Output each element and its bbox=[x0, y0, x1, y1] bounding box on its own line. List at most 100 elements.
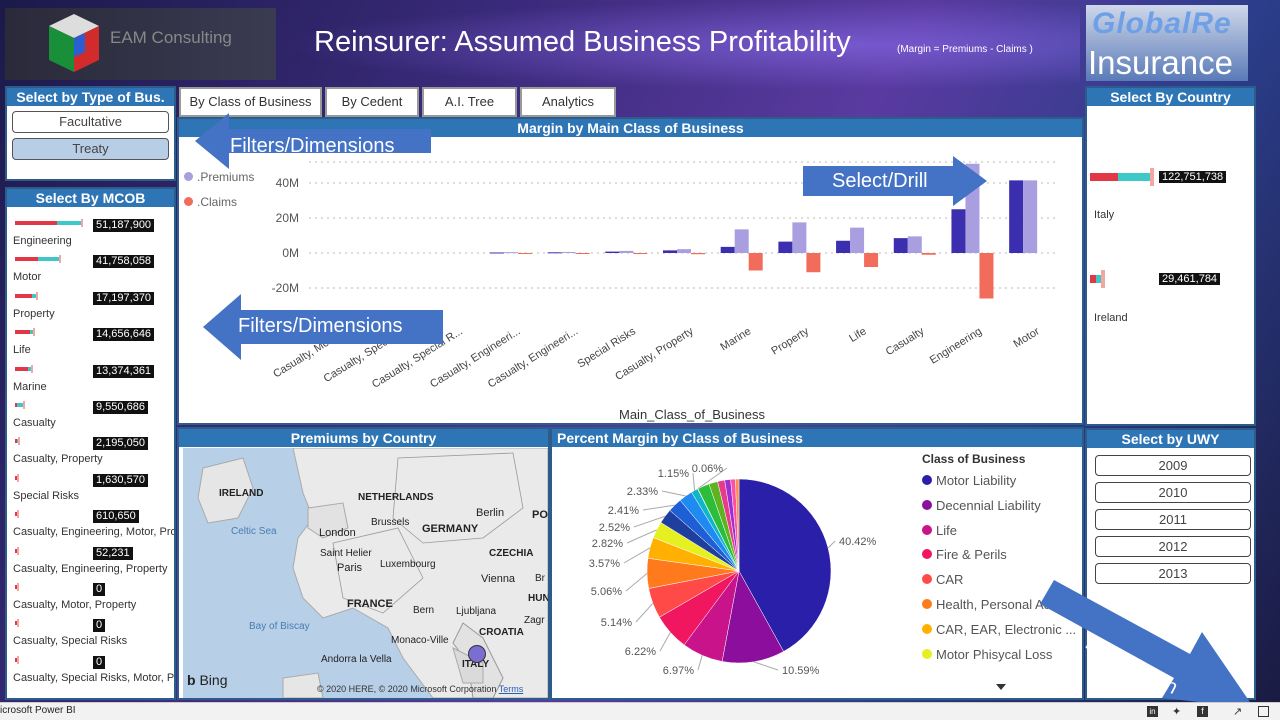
mcob-bar-teal bbox=[28, 366, 31, 371]
filters-callout-bottom-label: Filters/Dimensions bbox=[238, 315, 403, 337]
map-area[interactable]: IRELAND NETHERLANDS Berlin PO Celtic Sea Lond… bbox=[183, 448, 548, 698]
mcob-item[interactable]: 51,187,900 Engineering bbox=[7, 219, 174, 253]
pie-legend-item[interactable]: Fire & Perils bbox=[922, 547, 1007, 562]
bar-premiums[interactable] bbox=[850, 227, 865, 253]
bar-claims[interactable] bbox=[691, 253, 705, 255]
mcob-item[interactable]: 17,197,370 Property bbox=[7, 291, 174, 326]
bar-claims[interactable] bbox=[517, 253, 532, 254]
bar-claims[interactable] bbox=[921, 253, 936, 255]
bar-margin[interactable] bbox=[1009, 180, 1024, 253]
pie-legend-item[interactable]: Decennial Liability bbox=[922, 498, 1041, 513]
uwy-2010[interactable]: 2010 bbox=[1095, 482, 1251, 503]
mcob-list: 51,187,900 Engineering 41,758,058 Motor 17,1… bbox=[7, 219, 176, 698]
x-tick-label: Motor bbox=[1012, 325, 1042, 350]
bar-margin[interactable] bbox=[893, 238, 908, 253]
uwy-2009[interactable]: 2009 bbox=[1095, 455, 1251, 476]
bar-premiums[interactable] bbox=[677, 249, 691, 253]
bar-claims[interactable] bbox=[806, 253, 821, 273]
map-labels: IRELAND NETHERLANDS Berlin PO Celtic Sea Lond… bbox=[183, 448, 548, 698]
twitter-icon[interactable]: ✦ bbox=[1172, 706, 1182, 718]
pie-slice[interactable] bbox=[738, 478, 832, 652]
filters-callout-top-label: Filters/Dimensions bbox=[230, 135, 395, 157]
bar-premiums[interactable] bbox=[734, 229, 749, 253]
share-icon[interactable]: ↗ bbox=[1233, 706, 1243, 718]
pie-legend-item[interactable]: Motor Liability bbox=[922, 473, 1016, 488]
mcob-bar-red bbox=[15, 657, 17, 662]
mcob-item[interactable]: 2,195,050 Casualty, Property bbox=[7, 437, 174, 471]
map-terms-link[interactable]: Terms bbox=[498, 684, 524, 694]
pie-leader-line bbox=[625, 573, 648, 592]
bar-margin[interactable] bbox=[951, 209, 966, 253]
mcob-bar-red bbox=[15, 548, 17, 553]
mcob-item[interactable]: 0 Casualty, Special Risks bbox=[7, 619, 174, 653]
mcob-bar-teal bbox=[17, 403, 23, 407]
pie-legend-item[interactable]: Motor Phisycal Loss bbox=[922, 647, 1052, 662]
treaty-option[interactable]: Treaty bbox=[12, 138, 169, 160]
facultative-option[interactable]: Facultative bbox=[12, 111, 169, 133]
mcob-item[interactable]: 610,650 Casualty, Engineering, Motor, Pro bbox=[7, 510, 174, 544]
pie-legend-item[interactable]: CAR, EAR, Electronic ... bbox=[922, 622, 1076, 637]
y-tick-label: 0M bbox=[282, 246, 299, 260]
map-place-label: ITALY bbox=[462, 659, 490, 670]
tab-analytics[interactable]: Analytics bbox=[520, 87, 616, 117]
bar-margin[interactable] bbox=[547, 252, 562, 254]
mcob-item[interactable]: 14,656,646 Life bbox=[7, 328, 174, 362]
uwy-slicer-panel: Select by UWY 2009 2010 2011 2012 2013 bbox=[1085, 428, 1256, 700]
pie-legend-scroll-down[interactable] bbox=[996, 684, 1006, 690]
legend-claims[interactable]: .Claims bbox=[184, 195, 237, 209]
country-item-italy[interactable]: 122,751,738 Italy bbox=[1090, 168, 1250, 228]
bar-premiums[interactable] bbox=[907, 236, 922, 253]
bar-margin[interactable] bbox=[489, 252, 504, 254]
mcob-item[interactable]: 9,550,686 Casualty bbox=[7, 401, 174, 435]
fullscreen-icon[interactable] bbox=[1258, 706, 1269, 717]
bar-claims[interactable] bbox=[633, 253, 648, 254]
pie-slice[interactable] bbox=[735, 478, 740, 572]
mcob-item[interactable]: 0 Casualty, Motor, Property bbox=[7, 583, 174, 617]
country-item-ireland[interactable]: 29,461,784 Ireland bbox=[1090, 270, 1250, 330]
bar-premiums[interactable] bbox=[1023, 180, 1038, 253]
pie-legend-item[interactable]: Health, Personal Ac... bbox=[922, 597, 1061, 612]
mcob-label: Casualty, Special Risks, Motor, Pro bbox=[13, 671, 176, 684]
bar-claims[interactable] bbox=[979, 253, 994, 299]
uwy-2013[interactable]: 2013 bbox=[1095, 563, 1251, 584]
facebook-icon[interactable]: f bbox=[1197, 706, 1208, 717]
bar-margin[interactable] bbox=[663, 250, 677, 253]
uwy-2012[interactable]: 2012 bbox=[1095, 536, 1251, 557]
filters-callout-bottom bbox=[203, 294, 443, 360]
linkedin-icon[interactable]: in bbox=[1147, 706, 1158, 717]
mcob-bar-teal bbox=[32, 293, 36, 298]
legend-premiums[interactable]: .Premiums bbox=[184, 170, 254, 184]
mcob-item[interactable]: 13,374,361 Marine bbox=[7, 364, 174, 399]
bar-premiums[interactable] bbox=[503, 252, 518, 254]
pie-legend-item[interactable]: Life bbox=[922, 523, 957, 538]
bar-margin[interactable] bbox=[778, 241, 793, 253]
italy-bubble[interactable] bbox=[468, 645, 486, 663]
bar-premiums[interactable] bbox=[792, 222, 807, 253]
bar-premiums[interactable] bbox=[619, 250, 634, 253]
pie-legend-label: CAR bbox=[936, 572, 964, 588]
mcob-item[interactable]: 0 Casualty, Special Risks, Motor, Pro bbox=[7, 655, 176, 690]
uwy-2011[interactable]: 2011 bbox=[1095, 509, 1251, 530]
pie-data-label: 2.82% bbox=[592, 538, 623, 550]
tab-by-class-of-business[interactable]: By Class of Business bbox=[179, 87, 322, 117]
bar-margin[interactable] bbox=[836, 240, 851, 253]
mcob-item[interactable]: 52,231 Casualty, Engineering, Property bbox=[7, 546, 174, 581]
bar-claims[interactable] bbox=[575, 253, 590, 254]
bar-claims[interactable] bbox=[748, 253, 763, 271]
y-tick-label: -20M bbox=[272, 281, 299, 295]
bar-claims[interactable] bbox=[864, 253, 879, 267]
uwy-slicer-title: Select by UWY bbox=[1087, 430, 1254, 448]
mcob-bar-teal bbox=[30, 330, 33, 335]
mcob-bar-red bbox=[15, 475, 17, 480]
country-slicer-panel: Select By Country bbox=[1085, 86, 1256, 426]
bar-premiums[interactable] bbox=[561, 251, 576, 253]
bar-margin[interactable] bbox=[720, 246, 735, 253]
pie-legend-item[interactable]: CAR bbox=[922, 572, 963, 587]
mcob-value: 610,650 bbox=[93, 510, 139, 524]
mcob-item[interactable]: 1,630,570 Special Risks bbox=[7, 473, 174, 508]
tab-by-cedent[interactable]: By Cedent bbox=[325, 87, 419, 117]
tab-ai-tree[interactable]: A.I. Tree bbox=[422, 87, 517, 117]
map-copyright-text: © 2020 HERE, © 2020 Microsoft Corporatio… bbox=[317, 684, 497, 694]
bar-margin[interactable] bbox=[605, 251, 620, 253]
mcob-item[interactable]: 41,758,058 Motor bbox=[7, 255, 174, 289]
